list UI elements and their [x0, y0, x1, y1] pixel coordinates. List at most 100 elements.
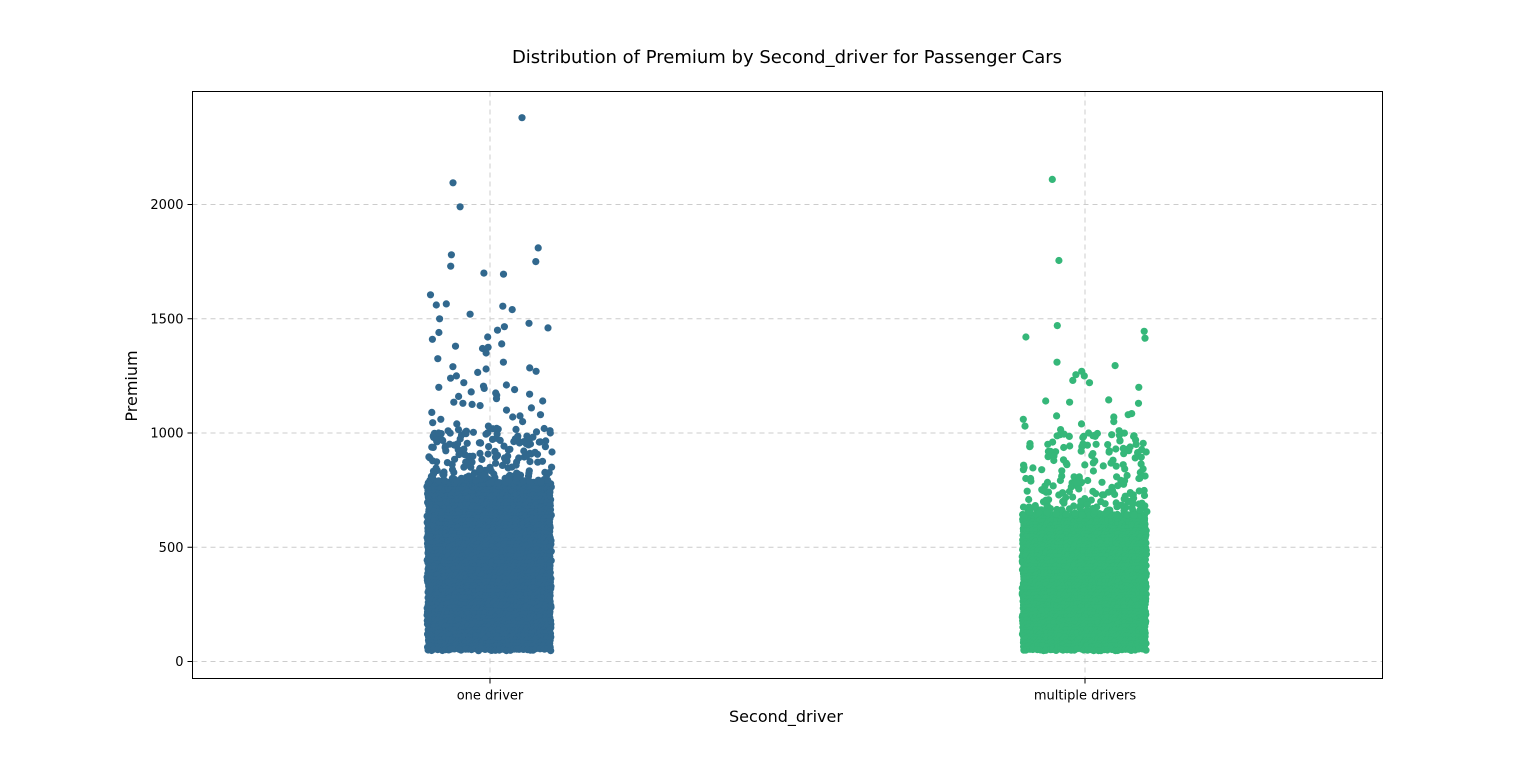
data-point-1 [1053, 322, 1061, 330]
data-point-0 [450, 398, 458, 406]
data-point-1 [1142, 448, 1150, 456]
data-point-1 [1060, 430, 1068, 438]
data-point-1 [1142, 646, 1150, 654]
data-point-0 [429, 443, 437, 451]
data-point-0 [472, 476, 480, 485]
data-point-0 [474, 368, 482, 376]
data-point-0 [537, 478, 545, 486]
data-point-0 [520, 438, 528, 446]
x-tick-label: multiple drivers [1034, 689, 1136, 704]
data-point-1 [1055, 256, 1063, 265]
data-point-1 [1113, 503, 1121, 511]
data-point-1 [1075, 473, 1083, 481]
data-point-0 [504, 464, 512, 472]
data-point-0 [435, 328, 443, 337]
data-point-0 [540, 424, 548, 433]
data-point-1 [1136, 506, 1144, 514]
data-point-1 [1031, 502, 1039, 510]
data-point-0 [441, 477, 449, 485]
data-point-1 [1116, 437, 1124, 445]
data-point-0 [449, 179, 457, 187]
data-point-0 [447, 262, 455, 270]
data-point-0 [439, 470, 447, 478]
data-point-0 [525, 469, 533, 477]
data-point-1 [1065, 487, 1073, 496]
data-point-0 [525, 477, 534, 485]
data-point-0 [508, 306, 516, 314]
data-point-0 [478, 455, 486, 463]
data-point-0 [429, 457, 437, 465]
data-point-0 [450, 441, 458, 449]
data-point-0 [485, 443, 493, 451]
data-point-0 [488, 478, 496, 486]
data-point-1 [1019, 503, 1028, 511]
data-point-0 [460, 379, 468, 387]
data-point-1 [1119, 461, 1127, 469]
data-point-0 [480, 384, 488, 392]
data-point-1 [1112, 445, 1120, 453]
data-point-0 [532, 428, 541, 436]
data-point-0 [463, 439, 471, 447]
data-point-0 [498, 340, 506, 348]
data-point-0 [526, 364, 534, 372]
data-point-1 [1104, 488, 1113, 496]
data-point-0 [434, 355, 442, 363]
data-point-0 [446, 429, 454, 437]
data-point-1 [1130, 494, 1138, 502]
data-point-1 [1048, 175, 1056, 183]
data-point-1 [1026, 442, 1034, 450]
data-point-0 [447, 251, 455, 259]
data-point-0 [469, 428, 477, 436]
data-point-1 [1105, 448, 1113, 456]
y-tick-label: 2000 [150, 198, 183, 213]
data-point-1 [1065, 505, 1074, 513]
data-point-1 [1050, 452, 1058, 460]
data-point-1 [1043, 508, 1051, 517]
x-axis-label: Second_driver [729, 707, 843, 727]
data-point-0 [493, 424, 501, 432]
data-point-1 [1112, 511, 1120, 519]
data-point-1 [1075, 485, 1083, 493]
data-point-0 [461, 451, 469, 459]
data-point-1 [1135, 383, 1143, 391]
data-point-0 [493, 430, 501, 438]
data-point-1 [1104, 441, 1112, 449]
data-point-0 [526, 390, 534, 398]
data-point-0 [449, 363, 457, 371]
data-point-1 [1066, 442, 1074, 450]
data-point-1 [1120, 450, 1128, 458]
plot-area-frame [192, 91, 1383, 679]
data-point-0 [457, 431, 466, 439]
y-axis-label: Premium [122, 350, 141, 421]
data-point-0 [479, 471, 488, 479]
data-point-1 [1098, 478, 1106, 486]
data-point-0 [542, 437, 550, 445]
data-point-0 [435, 383, 443, 391]
data-point-0 [439, 436, 447, 444]
data-point-0 [484, 333, 492, 341]
data-point-1 [1056, 476, 1064, 485]
data-point-1 [1114, 482, 1122, 490]
data-point-1 [1140, 327, 1148, 335]
data-point-1 [1038, 466, 1046, 474]
data-point-0 [532, 258, 540, 266]
data-point-0 [509, 413, 517, 421]
data-point-1 [1139, 465, 1147, 473]
data-point-1 [1089, 450, 1097, 458]
data-point-1 [1049, 482, 1057, 490]
data-point-0 [526, 458, 534, 466]
data-point-0 [470, 469, 479, 477]
data-point-0 [456, 203, 464, 211]
data-point-0 [498, 461, 507, 469]
data-point-1 [1130, 511, 1138, 519]
data-point-0 [467, 388, 475, 396]
data-point-0 [514, 432, 522, 440]
data-point-1 [1131, 454, 1139, 462]
data-point-1 [1052, 510, 1060, 518]
data-point-1 [1042, 496, 1050, 504]
data-point-0 [505, 476, 513, 484]
data-point-1 [1069, 376, 1077, 384]
data-point-1 [1141, 502, 1149, 510]
data-point-0 [502, 381, 510, 389]
